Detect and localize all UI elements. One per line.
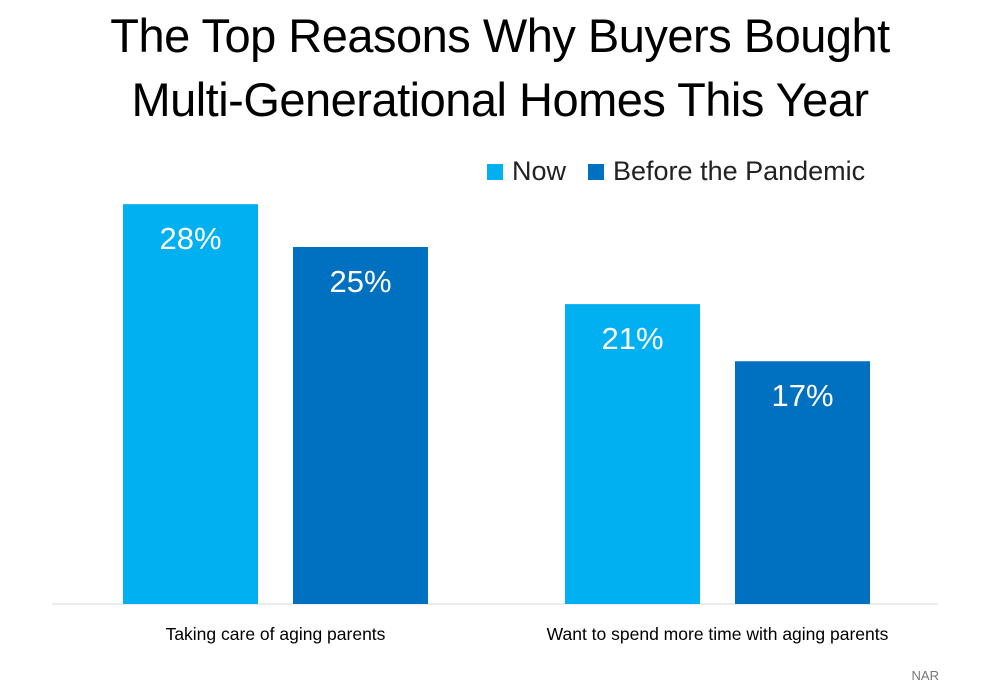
data-label-now-0: 28% (159, 221, 221, 256)
data-label-before-pandemic-1: 17% (771, 378, 833, 413)
legend-swatch-before-pandemic (588, 163, 605, 180)
data-label-before-pandemic-0: 25% (329, 264, 391, 299)
legend-label-now: Now (512, 156, 567, 186)
legend: Now Before the Pandemic (487, 156, 865, 187)
data-label-now-1: 21% (601, 321, 663, 356)
legend-swatch-now (487, 163, 503, 180)
chart-title: The Top Reasons Why Buyers Bought Multi-… (0, 4, 1000, 132)
legend-label-before-pandemic: Before the Pandemic (613, 156, 866, 186)
bar-before-pandemic-1 (735, 361, 870, 604)
category-label-0: Taking care of aging parents (166, 624, 386, 644)
bar-now-0 (123, 204, 258, 604)
category-label-1: Want to spend more time with aging paren… (547, 624, 889, 644)
legend-item-now: Now (487, 156, 566, 187)
chart-title-line-1: The Top Reasons Why Buyers Bought (110, 9, 890, 62)
source-label: NAR (911, 668, 939, 683)
chart-title-line-2: Multi-Generational Homes This Year (131, 73, 869, 126)
bar-now-1 (565, 304, 700, 604)
legend-item-before-pandemic: Before the Pandemic (588, 156, 865, 187)
bar-before-pandemic-0 (293, 247, 428, 604)
